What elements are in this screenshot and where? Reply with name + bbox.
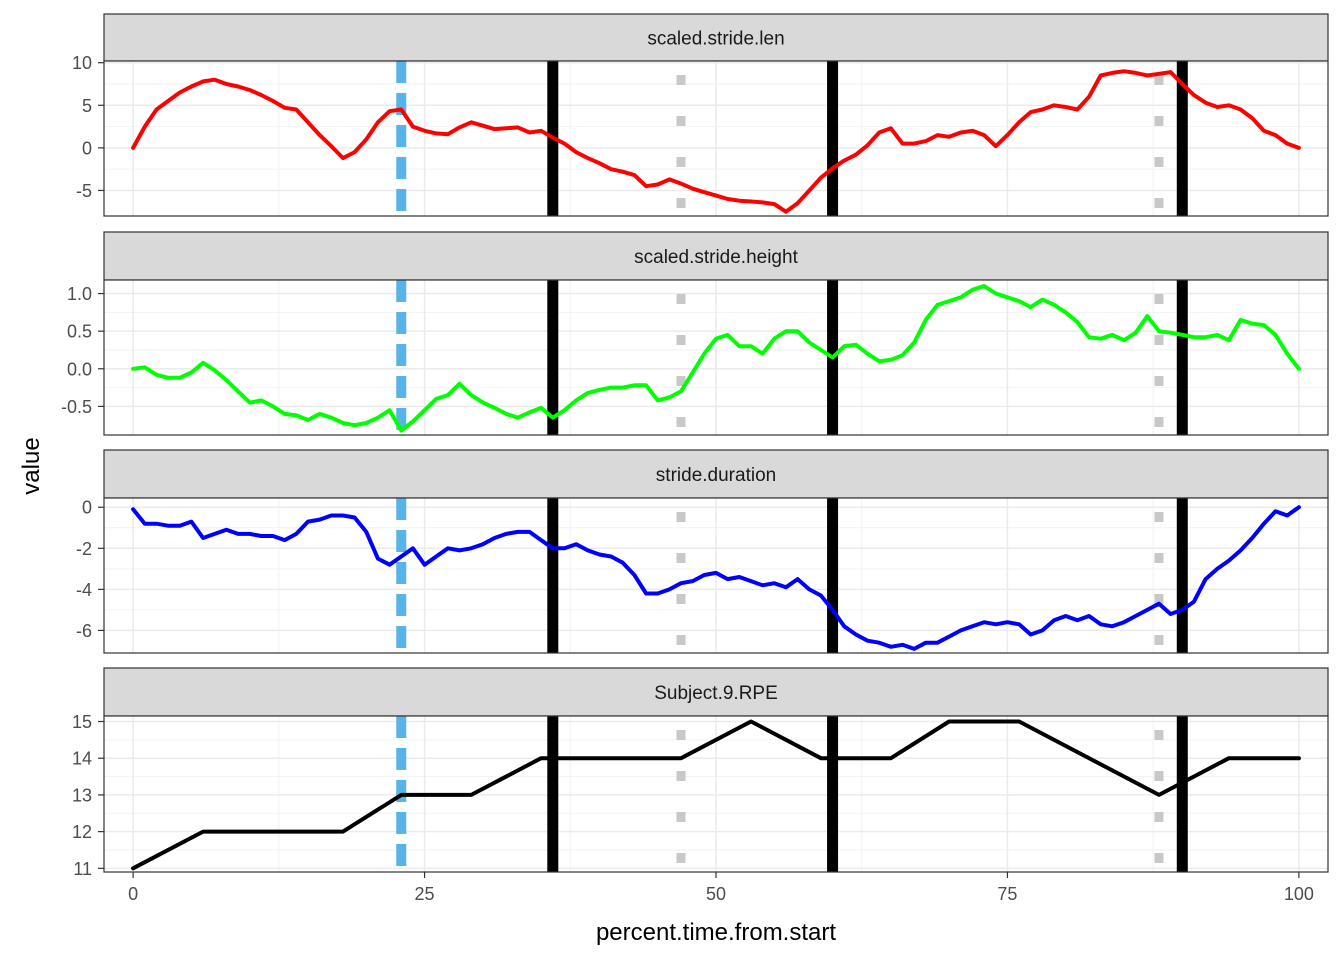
facet-panel: Subject.9.RPE 11 12 13 14 15 [72,667,1329,879]
y-tick-label: 1.0 [67,284,92,304]
x-axis-title: percent.time.from.start [596,919,836,946]
x-tick-label: 0 [128,884,138,904]
panel-border [103,279,1329,436]
facet-panel: scaled.stride.len -5 0 5 10 [72,13,1329,217]
facet-strip-label: Subject.9.RPE [654,683,778,704]
x-tick-label: 75 [997,884,1017,904]
facet-strip [103,231,1329,281]
facet-panel: stride.duration -6 -4 -2 0 [76,449,1329,654]
y-tick-label: 0.5 [67,322,92,342]
y-tick-label: 0 [82,498,92,518]
facet-strip-label: stride.duration [656,465,776,486]
panel-border [103,497,1329,654]
series-line [131,505,1301,651]
y-tick-label: 12 [72,822,92,842]
facet-panel: scaled.stride.height -0.5 0.0 0.5 1.0 [61,231,1329,436]
y-tick-label: -4 [76,580,92,600]
y-tick-label: 5 [82,96,92,116]
x-axis: 0 25 50 75 100 [128,872,1314,904]
plot-area [104,498,1328,653]
y-tick-label: 13 [72,785,92,805]
facet-strip-label: scaled.stride.height [634,247,798,268]
facet-strip [103,667,1329,717]
panels-layer: scaled.stride.len -5 0 5 10 scaled.stride.hei… [61,13,1329,879]
plot-area [104,716,1328,872]
series-line [131,284,1301,433]
y-tick-label: 0 [82,138,92,158]
facet-strip-label: scaled.stride.len [647,29,784,50]
y-tick-label: -0.5 [61,397,92,417]
facet-strip [103,13,1329,62]
x-tick-label: 100 [1284,884,1314,904]
series-line [131,719,1301,871]
facet-strip [103,449,1329,499]
y-tick-label: 10 [72,53,92,73]
x-tick-label: 25 [415,884,435,904]
series-line [131,69,1301,214]
y-tick-label: 15 [72,712,92,732]
plot-area [104,280,1328,435]
plot-area [104,61,1328,216]
y-tick-label: 14 [72,749,92,769]
y-tick-label: -6 [76,621,92,641]
y-tick-label: 11 [73,859,92,879]
y-tick-label: -5 [76,181,92,201]
y-tick-label: -2 [76,539,92,559]
y-tick-label: 0.0 [67,359,92,379]
panel-border [103,60,1329,217]
x-tick-label: 50 [706,884,726,904]
y-axis-title: value [18,437,45,494]
